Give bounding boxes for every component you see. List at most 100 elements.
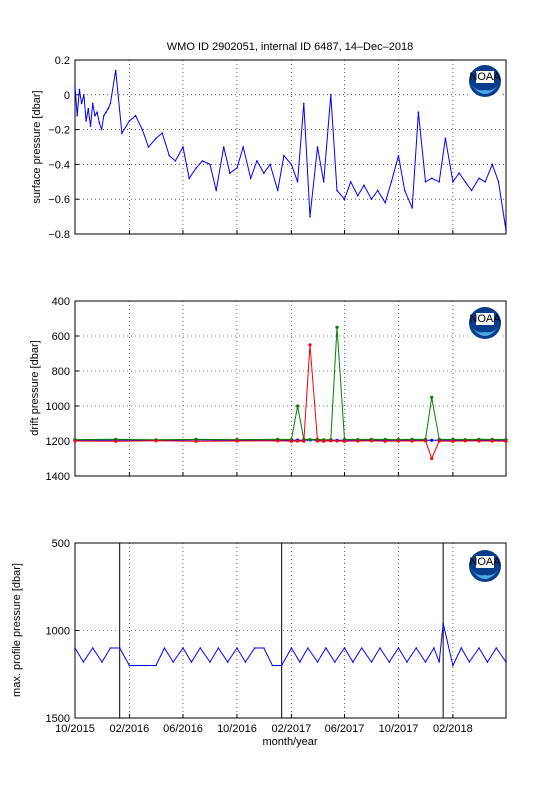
data-point — [276, 439, 280, 443]
data-point — [370, 198, 373, 200]
x-tick-label: 10/2017 — [379, 723, 419, 735]
series-line-1 — [74, 70, 507, 231]
data-point — [452, 664, 454, 667]
surface-ylabel: surface pressure [dbar] — [31, 90, 43, 203]
data-point — [91, 647, 94, 649]
data-point — [155, 137, 157, 140]
data-point — [256, 160, 258, 162]
x-tick-label: 02/2018 — [433, 723, 473, 735]
data-point — [504, 439, 508, 443]
noaa-logo-text-3: NOAA — [469, 556, 501, 568]
data-point — [438, 181, 441, 183]
figure-title: WMO ID 2902051, internal ID 6487, 14–Dec… — [167, 41, 413, 53]
y-tick-label: −0.2 — [48, 125, 70, 137]
noaa-logo-1: NOAA — [468, 64, 502, 98]
data-point — [478, 177, 480, 180]
surface-series — [74, 69, 507, 232]
data-point — [477, 439, 481, 443]
data-point — [253, 647, 256, 649]
data-point — [430, 456, 434, 461]
data-point — [322, 181, 325, 183]
data-point — [172, 661, 174, 663]
drift-axes-frame — [74, 300, 507, 477]
data-point — [309, 215, 311, 218]
data-point — [369, 439, 374, 443]
data-point — [74, 647, 76, 649]
data-point — [134, 114, 137, 117]
x-tick-label: 02/2017 — [272, 723, 312, 735]
data-point — [101, 661, 103, 663]
data-point — [430, 395, 434, 399]
data-point — [107, 107, 109, 110]
data-point — [290, 647, 293, 649]
data-point — [451, 439, 455, 443]
y-tick-label: 0 — [64, 90, 70, 102]
series-line-1 — [74, 623, 507, 668]
series-line-3 — [74, 344, 507, 460]
data-point — [343, 198, 346, 200]
data-point — [296, 404, 300, 408]
data-point — [263, 172, 265, 174]
data-point — [271, 664, 274, 667]
data-point — [137, 664, 139, 667]
data-point — [424, 181, 427, 183]
data-point — [415, 647, 418, 649]
data-point — [154, 439, 158, 443]
data-point — [296, 439, 300, 443]
data-point — [76, 114, 78, 117]
data-point — [437, 439, 441, 443]
data-point — [384, 201, 387, 204]
data-point — [357, 194, 359, 197]
data-point — [360, 647, 363, 649]
data-point — [464, 181, 467, 183]
data-point — [114, 69, 117, 72]
drift-panel: 400 600 800 1000 1200 1400 drift pressure [db… — [29, 296, 508, 483]
surface-grid — [74, 59, 506, 235]
x-tick-labels: 10/2015 02/2016 06/2016 10/2016 02/2017 06/20… — [55, 723, 473, 735]
data-point — [376, 189, 379, 192]
y-tick-label: 1000 — [46, 626, 70, 638]
data-point — [430, 438, 434, 442]
data-point — [470, 189, 473, 192]
data-point — [222, 146, 225, 148]
data-point — [87, 107, 90, 110]
maxprofile-ticks: 500 1000 1500 — [46, 538, 454, 725]
data-point — [121, 132, 123, 134]
x-tick-label: 06/2017 — [325, 723, 365, 735]
data-point — [322, 439, 326, 443]
series-line-2 — [74, 327, 507, 441]
data-point — [236, 647, 238, 649]
data-point — [290, 163, 293, 166]
data-point — [406, 661, 408, 663]
data-point — [505, 229, 507, 232]
y-tick-label: 400 — [52, 296, 70, 308]
data-point — [505, 661, 507, 663]
surface-ticks: 0.2 0 −0.2 −0.4 −0.6 −0.8 — [48, 55, 454, 241]
data-point — [363, 184, 365, 187]
y-tick-label: 600 — [52, 331, 70, 343]
data-point — [235, 439, 239, 443]
data-point — [302, 439, 306, 443]
data-point — [163, 647, 166, 649]
data-point — [296, 181, 299, 183]
data-point — [316, 146, 319, 148]
data-point — [442, 622, 445, 625]
data-point — [325, 647, 327, 649]
data-point — [174, 160, 177, 162]
data-point — [100, 128, 103, 131]
data-point — [244, 661, 247, 663]
data-point — [329, 439, 333, 443]
data-point — [307, 647, 309, 649]
data-point — [209, 163, 211, 166]
y-tick-label: 1000 — [46, 401, 70, 413]
data-point — [343, 647, 346, 649]
data-point — [128, 664, 131, 667]
data-point — [195, 167, 197, 169]
data-point — [410, 439, 414, 443]
data-point — [145, 664, 147, 667]
maxprofile-ylabel: max. profile pressure [dbar] — [11, 563, 23, 697]
data-point — [289, 439, 293, 443]
data-point — [242, 146, 244, 148]
data-point — [199, 647, 201, 649]
